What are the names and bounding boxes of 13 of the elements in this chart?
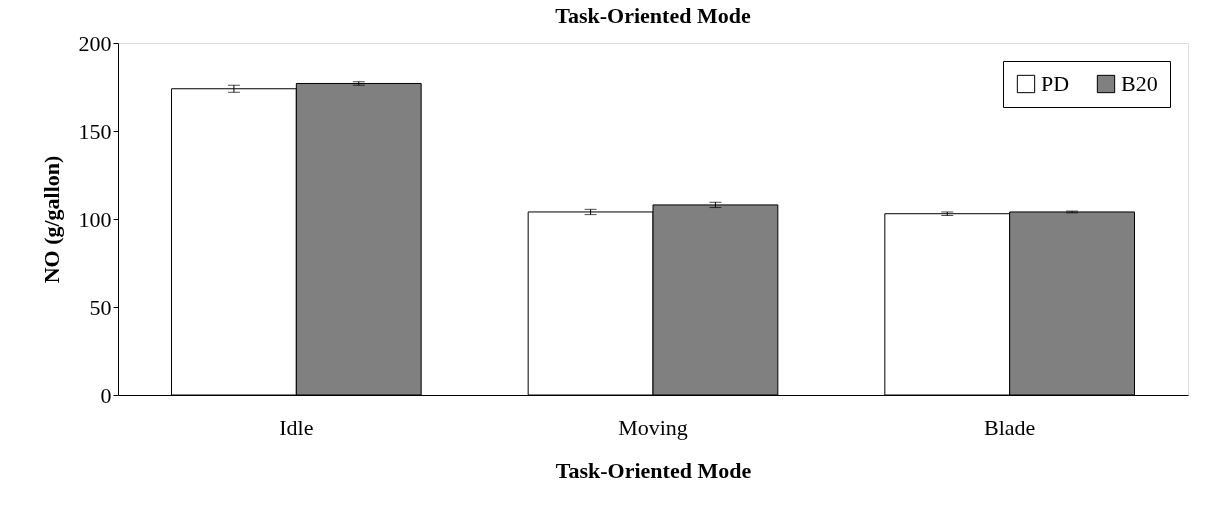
y-tick-label: 100	[78, 206, 112, 232]
chart-title: Task-Oriented Mode	[555, 3, 751, 28]
legend-label: B20	[1121, 71, 1158, 96]
x-tick-label: Moving	[618, 414, 688, 440]
legend-label: PD	[1041, 71, 1070, 96]
y-tick-label: 50	[89, 294, 112, 320]
y-tick-label: 0	[100, 382, 112, 408]
y-axis-title: NO (g/gallon)	[38, 155, 64, 284]
x-tick-label: Idle	[279, 414, 314, 440]
y-tick-label: 200	[78, 30, 112, 56]
x-axis-title: Task-Oriented Mode	[555, 457, 752, 483]
x-tick-label: Blade	[984, 414, 1036, 440]
y-tick-label: 150	[78, 118, 112, 144]
